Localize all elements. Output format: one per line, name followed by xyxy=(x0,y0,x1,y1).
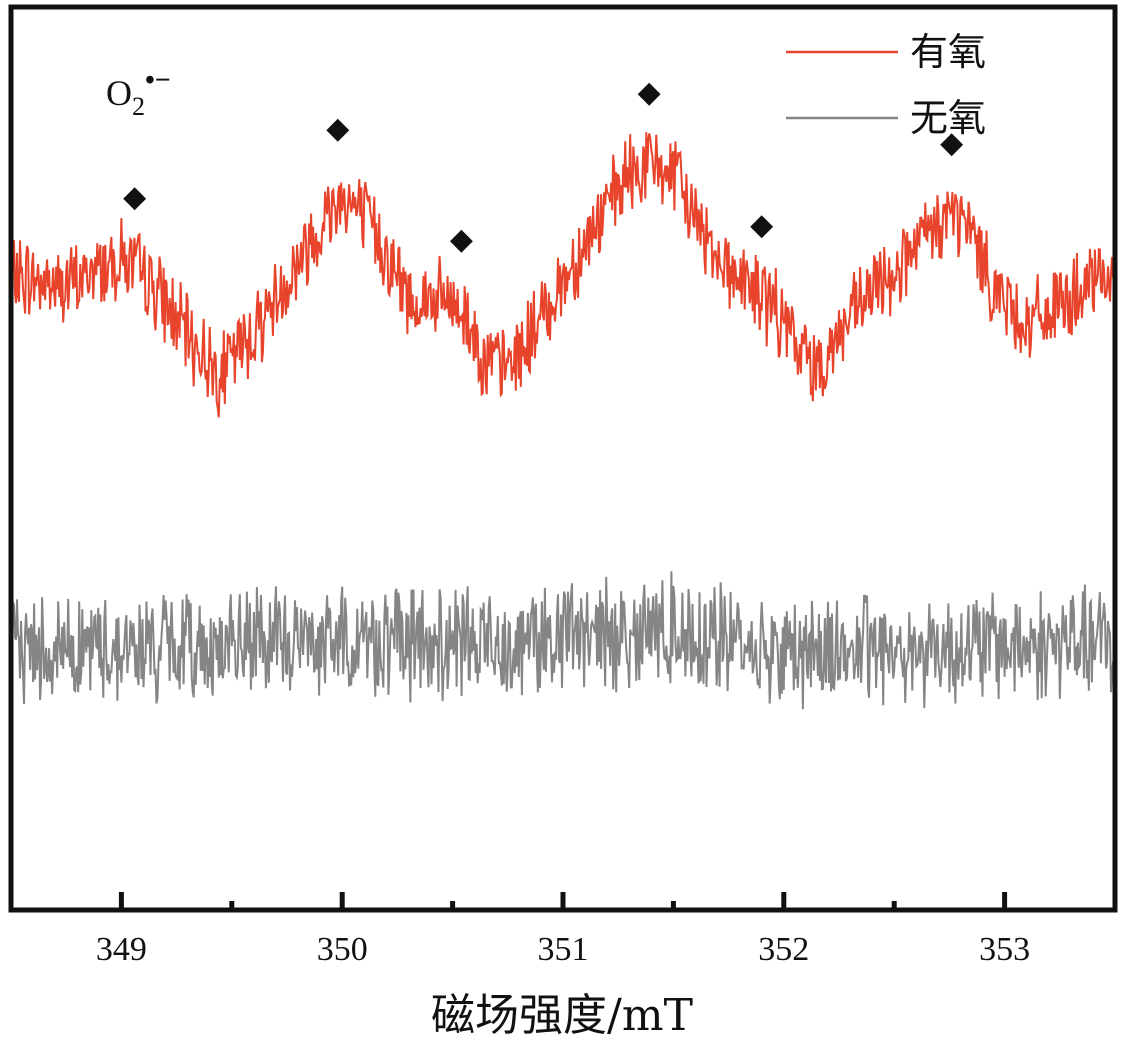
species-base: O xyxy=(106,73,132,113)
legend-label-1: 有氧 xyxy=(910,30,986,74)
species-superscript: •− xyxy=(145,65,171,96)
x-axis: 349 350 351 352 353 xyxy=(96,892,1030,968)
plot-area: ◆ ◆ ◆ ◆ ◆ ◆ xyxy=(10,75,1116,710)
species-annotation: O2•− xyxy=(106,65,171,121)
x-tick-label-4: 352 xyxy=(758,931,809,968)
x-tick-label-5: 353 xyxy=(979,931,1030,968)
series-line-2 xyxy=(10,571,1116,710)
peak-marker-6: ◆ xyxy=(940,125,963,160)
series-line-1 xyxy=(10,132,1116,418)
peak-marker-5: ◆ xyxy=(750,208,773,243)
peak-marker-3: ◆ xyxy=(450,222,473,257)
x-axis-title: 磁场强度/mT xyxy=(431,990,693,1041)
peak-marker-4: ◆ xyxy=(638,75,661,110)
legend-label-2: 无氧 xyxy=(910,96,986,140)
x-tick-label-3: 351 xyxy=(538,931,589,968)
x-tick-label-1: 349 xyxy=(96,931,147,968)
peak-marker-2: ◆ xyxy=(326,111,349,146)
species-subscript: 2 xyxy=(132,92,145,121)
x-tick-label-2: 350 xyxy=(317,931,368,968)
peak-marker-1: ◆ xyxy=(123,180,146,215)
